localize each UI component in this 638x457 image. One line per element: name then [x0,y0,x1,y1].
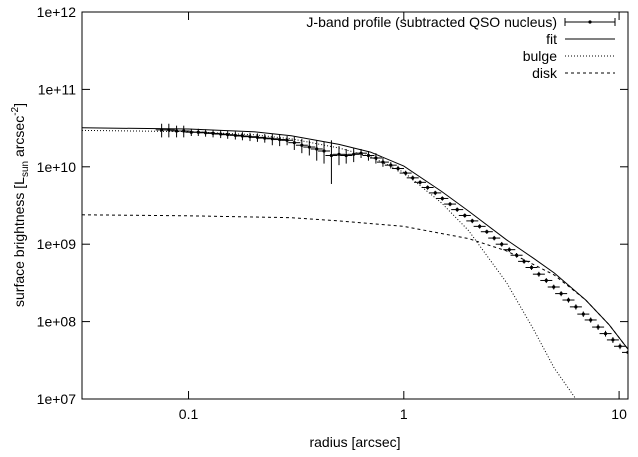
y-axis-label: surface brightness [Lsun arcsec-2] [10,103,31,307]
data-point [322,149,326,153]
data-point [440,196,444,201]
data-point [211,131,215,136]
data-point [389,163,393,167]
data-point [366,153,371,158]
data-point [219,132,223,136]
data-point [233,133,237,137]
data-point [285,138,289,142]
data-point [374,156,378,160]
y-label-part: surface brightness [L [11,177,27,307]
data-point [426,185,430,190]
model-line [82,214,628,350]
data-point [611,338,615,342]
data-point [263,136,267,140]
data-point [448,202,452,206]
data-point [537,272,541,276]
data-point [352,152,356,156]
plot-area [82,123,628,399]
data-point [603,331,608,336]
y-label-sub: sun [20,161,31,177]
data-point [248,135,252,139]
y-tick-label: 1e+11 [38,81,76,97]
data-point [270,137,274,141]
data-point [329,153,334,158]
data-point [492,236,496,240]
legend-label: bulge [523,48,557,64]
data-point [196,130,200,134]
data-point [596,325,600,329]
data-point [589,318,593,322]
data-point [463,213,467,218]
data-point [478,224,482,228]
y-label-part: arcsec [11,116,27,161]
x-tick-label: 10 [611,406,627,422]
data-point [359,151,363,155]
data-point [455,207,459,212]
data-point [581,312,585,316]
data-point [559,292,563,296]
y-label-part: ] [11,103,27,107]
legend-label: fit [546,31,557,47]
data-point [182,129,186,133]
y-tick-label: 1e+08 [37,314,77,330]
data-point [507,248,511,252]
data-point [411,176,415,180]
data-point [307,145,311,149]
y-tick-label: 1e+12 [37,4,77,20]
data-point [470,219,474,223]
data-point [344,153,348,158]
y-label-sup: -2 [10,106,21,115]
plot-frame [81,11,629,400]
data-point [574,305,578,309]
data-point [544,278,548,283]
legend-label: disk [532,65,558,81]
x-tick-label: 0.1 [179,406,199,422]
data-point [292,141,296,145]
data-point [381,160,385,164]
data-point [433,191,437,195]
data-point [626,350,628,355]
model-line [82,129,577,399]
y-tick-label: 1e+10 [37,159,77,175]
legend-label: J-band profile (subtracted QSO nucleus) [306,14,557,30]
data-point [566,298,571,302]
data-point [240,134,245,138]
y-tick-label: 1e+09 [37,236,77,252]
data-point [278,137,282,142]
data-point [485,230,489,234]
data-point [500,242,504,246]
data-point [418,180,422,184]
model-line [82,127,628,350]
data-point [315,147,319,151]
data-point [255,135,260,139]
data-point [552,285,556,289]
y-tick-label: 1e+07 [37,391,77,407]
data-point [337,152,341,156]
data-point [618,344,622,348]
data-point [529,265,534,270]
data-point [300,143,304,147]
data-point [522,259,526,263]
data-point [396,166,400,171]
legend-sample [588,20,592,24]
x-axis-label: radius [arcsec] [309,434,400,450]
x-tick-label: 1 [400,406,408,422]
